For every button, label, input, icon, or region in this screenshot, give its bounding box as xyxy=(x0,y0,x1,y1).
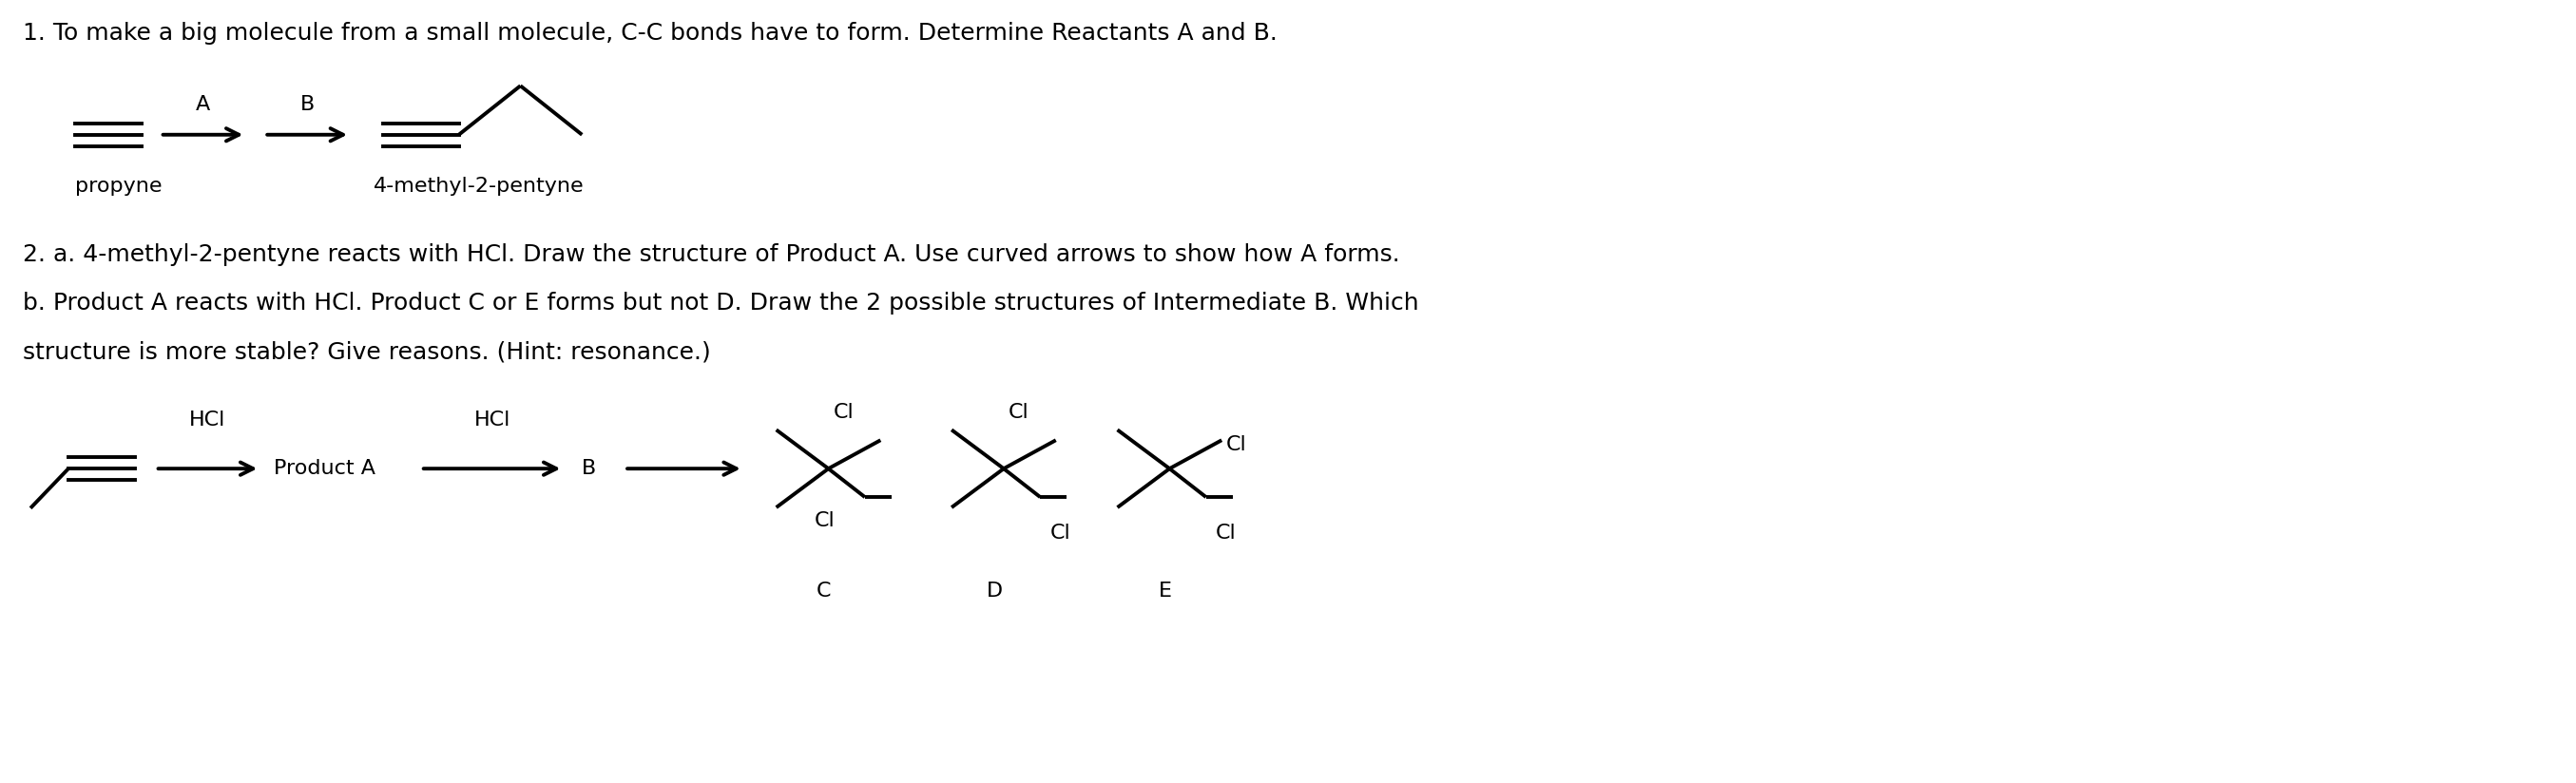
Text: Cl: Cl xyxy=(1007,403,1030,422)
Text: HCl: HCl xyxy=(191,410,227,429)
Text: propyne: propyne xyxy=(75,177,162,196)
Text: Cl: Cl xyxy=(832,403,853,422)
Text: A: A xyxy=(196,95,211,114)
Text: 2. a. 4-methyl-2-pentyne reacts with HCl. Draw the structure of Product A. Use c: 2. a. 4-methyl-2-pentyne reacts with HCl… xyxy=(23,243,1399,265)
Text: Cl: Cl xyxy=(1048,523,1072,543)
Text: Cl: Cl xyxy=(1216,523,1236,543)
Text: HCl: HCl xyxy=(474,410,510,429)
Text: structure is more stable? Give reasons. (Hint: resonance.): structure is more stable? Give reasons. … xyxy=(23,341,711,363)
Text: b. Product A reacts with HCl. Product C or E forms but not D. Draw the 2 possibl: b. Product A reacts with HCl. Product C … xyxy=(23,292,1419,315)
Text: Product A: Product A xyxy=(273,459,376,478)
Text: 1. To make a big molecule from a small molecule, C-C bonds have to form. Determi: 1. To make a big molecule from a small m… xyxy=(23,22,1278,45)
Text: B: B xyxy=(582,459,598,478)
Text: E: E xyxy=(1159,582,1172,601)
Text: C: C xyxy=(817,582,832,601)
Text: B: B xyxy=(299,95,314,114)
Text: Cl: Cl xyxy=(814,511,835,530)
Text: D: D xyxy=(987,582,1002,601)
Text: 4-methyl-2-pentyne: 4-methyl-2-pentyne xyxy=(374,177,585,196)
Text: Cl: Cl xyxy=(1226,435,1247,454)
